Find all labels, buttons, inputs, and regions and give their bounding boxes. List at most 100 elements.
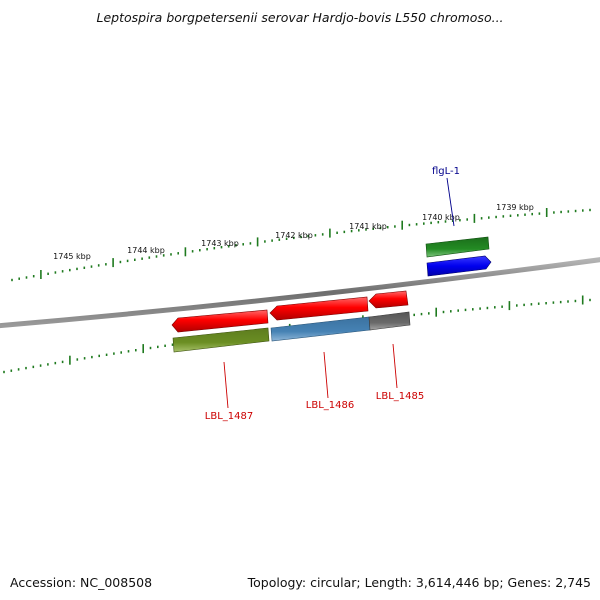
forward-scale-minor-tick <box>285 237 288 240</box>
reverse-scale-minor-tick <box>91 355 93 359</box>
forward-scale-minor-tick <box>444 220 447 223</box>
reverse-scale-minor-tick <box>120 351 122 354</box>
reverse-scale-minor-tick <box>479 307 481 310</box>
gene-label-lbl1487[interactable]: LBL_1487 <box>205 411 253 422</box>
forward-scale-minor-tick <box>90 265 93 268</box>
lbl1485-cds-arrow[interactable] <box>368 290 409 309</box>
reverse-scale-minor-tick <box>413 313 415 317</box>
reverse-scale-minor-tick <box>428 312 430 315</box>
lbl1487-feature-bar[interactable] <box>172 327 270 353</box>
forward-scale-minor-tick <box>430 221 432 225</box>
reverse-scale-minor-tick <box>530 303 533 306</box>
reverse-scale-major-tick <box>581 295 584 305</box>
reverse-scale-minor-tick <box>457 309 459 312</box>
reverse-scale-minor-tick <box>47 363 49 366</box>
reverse-scale-minor-tick <box>164 344 166 347</box>
forward-scale-minor-tick <box>314 234 317 237</box>
reverse-scale-minor-tick <box>501 305 503 308</box>
forward-scale-minor-tick <box>582 209 584 212</box>
forward-scale-minor-tick <box>538 212 541 215</box>
forward-scale-major-tick <box>329 228 331 238</box>
reverse-scale-major-tick <box>508 301 511 311</box>
forward-scale-minor-tick <box>227 245 230 248</box>
reverse-scale-minor-tick <box>171 343 174 346</box>
forward-scale-minor-tick <box>589 208 591 212</box>
forward-scale-major-tick <box>473 213 476 223</box>
forward-scale-minor-tick <box>242 243 244 246</box>
flgl-cds-arrow[interactable] <box>426 255 492 277</box>
forward-scale-minor-tick <box>235 244 237 247</box>
forward-scale-minor-tick <box>524 213 526 216</box>
forward-scale-minor-tick <box>509 214 512 217</box>
forward-scale-minor-tick <box>560 210 562 214</box>
lbl1486-leader-line <box>323 351 329 399</box>
flgl-feature-bar[interactable] <box>425 236 490 258</box>
reverse-scale-major-tick <box>142 344 144 354</box>
reverse-scale-minor-tick <box>494 306 496 309</box>
forward-scale-major-tick <box>112 258 114 268</box>
forward-scale-minor-tick <box>61 270 64 273</box>
forward-scale-minor-tick <box>83 266 86 269</box>
forward-scale-minor-tick <box>148 256 151 259</box>
reverse-scale-minor-tick <box>559 300 562 304</box>
forward-scale-minor-tick <box>293 236 295 240</box>
forward-scale-minor-tick <box>531 212 533 216</box>
forward-scale-minor-tick <box>119 260 122 264</box>
reverse-scale-minor-tick <box>589 298 591 302</box>
forward-scale-minor-tick <box>517 214 519 217</box>
forward-scale-minor-tick <box>141 257 143 260</box>
reverse-scale-minor-tick <box>442 310 445 314</box>
forward-scale-minor-tick <box>32 275 35 278</box>
forward-scale-minor-tick <box>126 259 129 263</box>
gene-label-flgl[interactable]: flgL-1 <box>432 166 460 177</box>
accession-text: Accession: NC_008508 <box>10 575 153 590</box>
forward-scale-minor-tick <box>249 242 252 245</box>
reverse-scale-minor-tick <box>135 349 137 352</box>
lbl1487-cds-arrow[interactable] <box>171 309 269 333</box>
scale-label-1743: 1743 kbp <box>201 239 239 248</box>
forward-scale-minor-tick <box>379 226 382 230</box>
reverse-scale-minor-tick <box>39 364 42 367</box>
forward-scale-minor-tick <box>191 250 194 253</box>
reverse-scale-minor-tick <box>61 360 64 364</box>
reverse-scale-minor-tick <box>149 346 152 350</box>
forward-scale-minor-tick <box>155 255 158 258</box>
forward-scale-minor-tick <box>97 264 100 267</box>
reverse-scale-minor-tick <box>113 352 115 355</box>
reverse-scale-minor-tick <box>450 310 452 313</box>
forward-scale-minor-tick <box>372 227 374 230</box>
gene-label-lbl1485[interactable]: LBL_1485 <box>376 391 424 402</box>
reverse-scale-minor-tick <box>25 366 27 370</box>
forward-scale-minor-tick <box>76 267 78 271</box>
lbl1485-feature-bar[interactable] <box>368 311 411 331</box>
reverse-scale-minor-tick <box>516 304 518 307</box>
forward-scale-minor-tick <box>488 216 490 219</box>
lbl1486-feature-bar[interactable] <box>270 316 371 342</box>
flgl-leader-line <box>446 177 455 227</box>
reverse-scale-minor-tick <box>420 312 423 316</box>
forward-scale-minor-tick <box>574 209 577 213</box>
forward-scale-minor-tick <box>206 248 208 251</box>
forward-scale-minor-tick <box>502 215 505 218</box>
reverse-scale-minor-tick <box>157 345 159 349</box>
forward-scale-minor-tick <box>18 277 20 280</box>
forward-scale-minor-tick <box>105 263 107 266</box>
forward-scale-minor-tick <box>423 222 425 225</box>
gene-label-lbl1486[interactable]: LBL_1486 <box>306 400 354 411</box>
forward-scale-major-tick <box>40 270 42 279</box>
forward-scale-major-tick <box>401 220 403 230</box>
forward-scale-minor-tick <box>307 234 309 238</box>
forward-scale-minor-tick <box>162 254 165 257</box>
forward-scale-minor-tick <box>480 217 483 220</box>
reverse-scale-minor-tick <box>83 357 86 360</box>
scale-label-1739: 1739 kbp <box>496 203 534 212</box>
forward-scale-minor-tick <box>415 223 418 226</box>
forward-scale-minor-tick <box>386 226 389 229</box>
forward-scale-minor-tick <box>271 239 273 242</box>
forward-scale-minor-tick <box>459 219 461 222</box>
scale-label-1742: 1742 kbp <box>275 231 313 240</box>
reverse-scale-major-tick <box>435 307 437 317</box>
forward-scale-minor-tick <box>177 252 179 255</box>
forward-scale-major-tick <box>545 208 548 217</box>
lbl1486-cds-arrow[interactable] <box>269 296 369 321</box>
